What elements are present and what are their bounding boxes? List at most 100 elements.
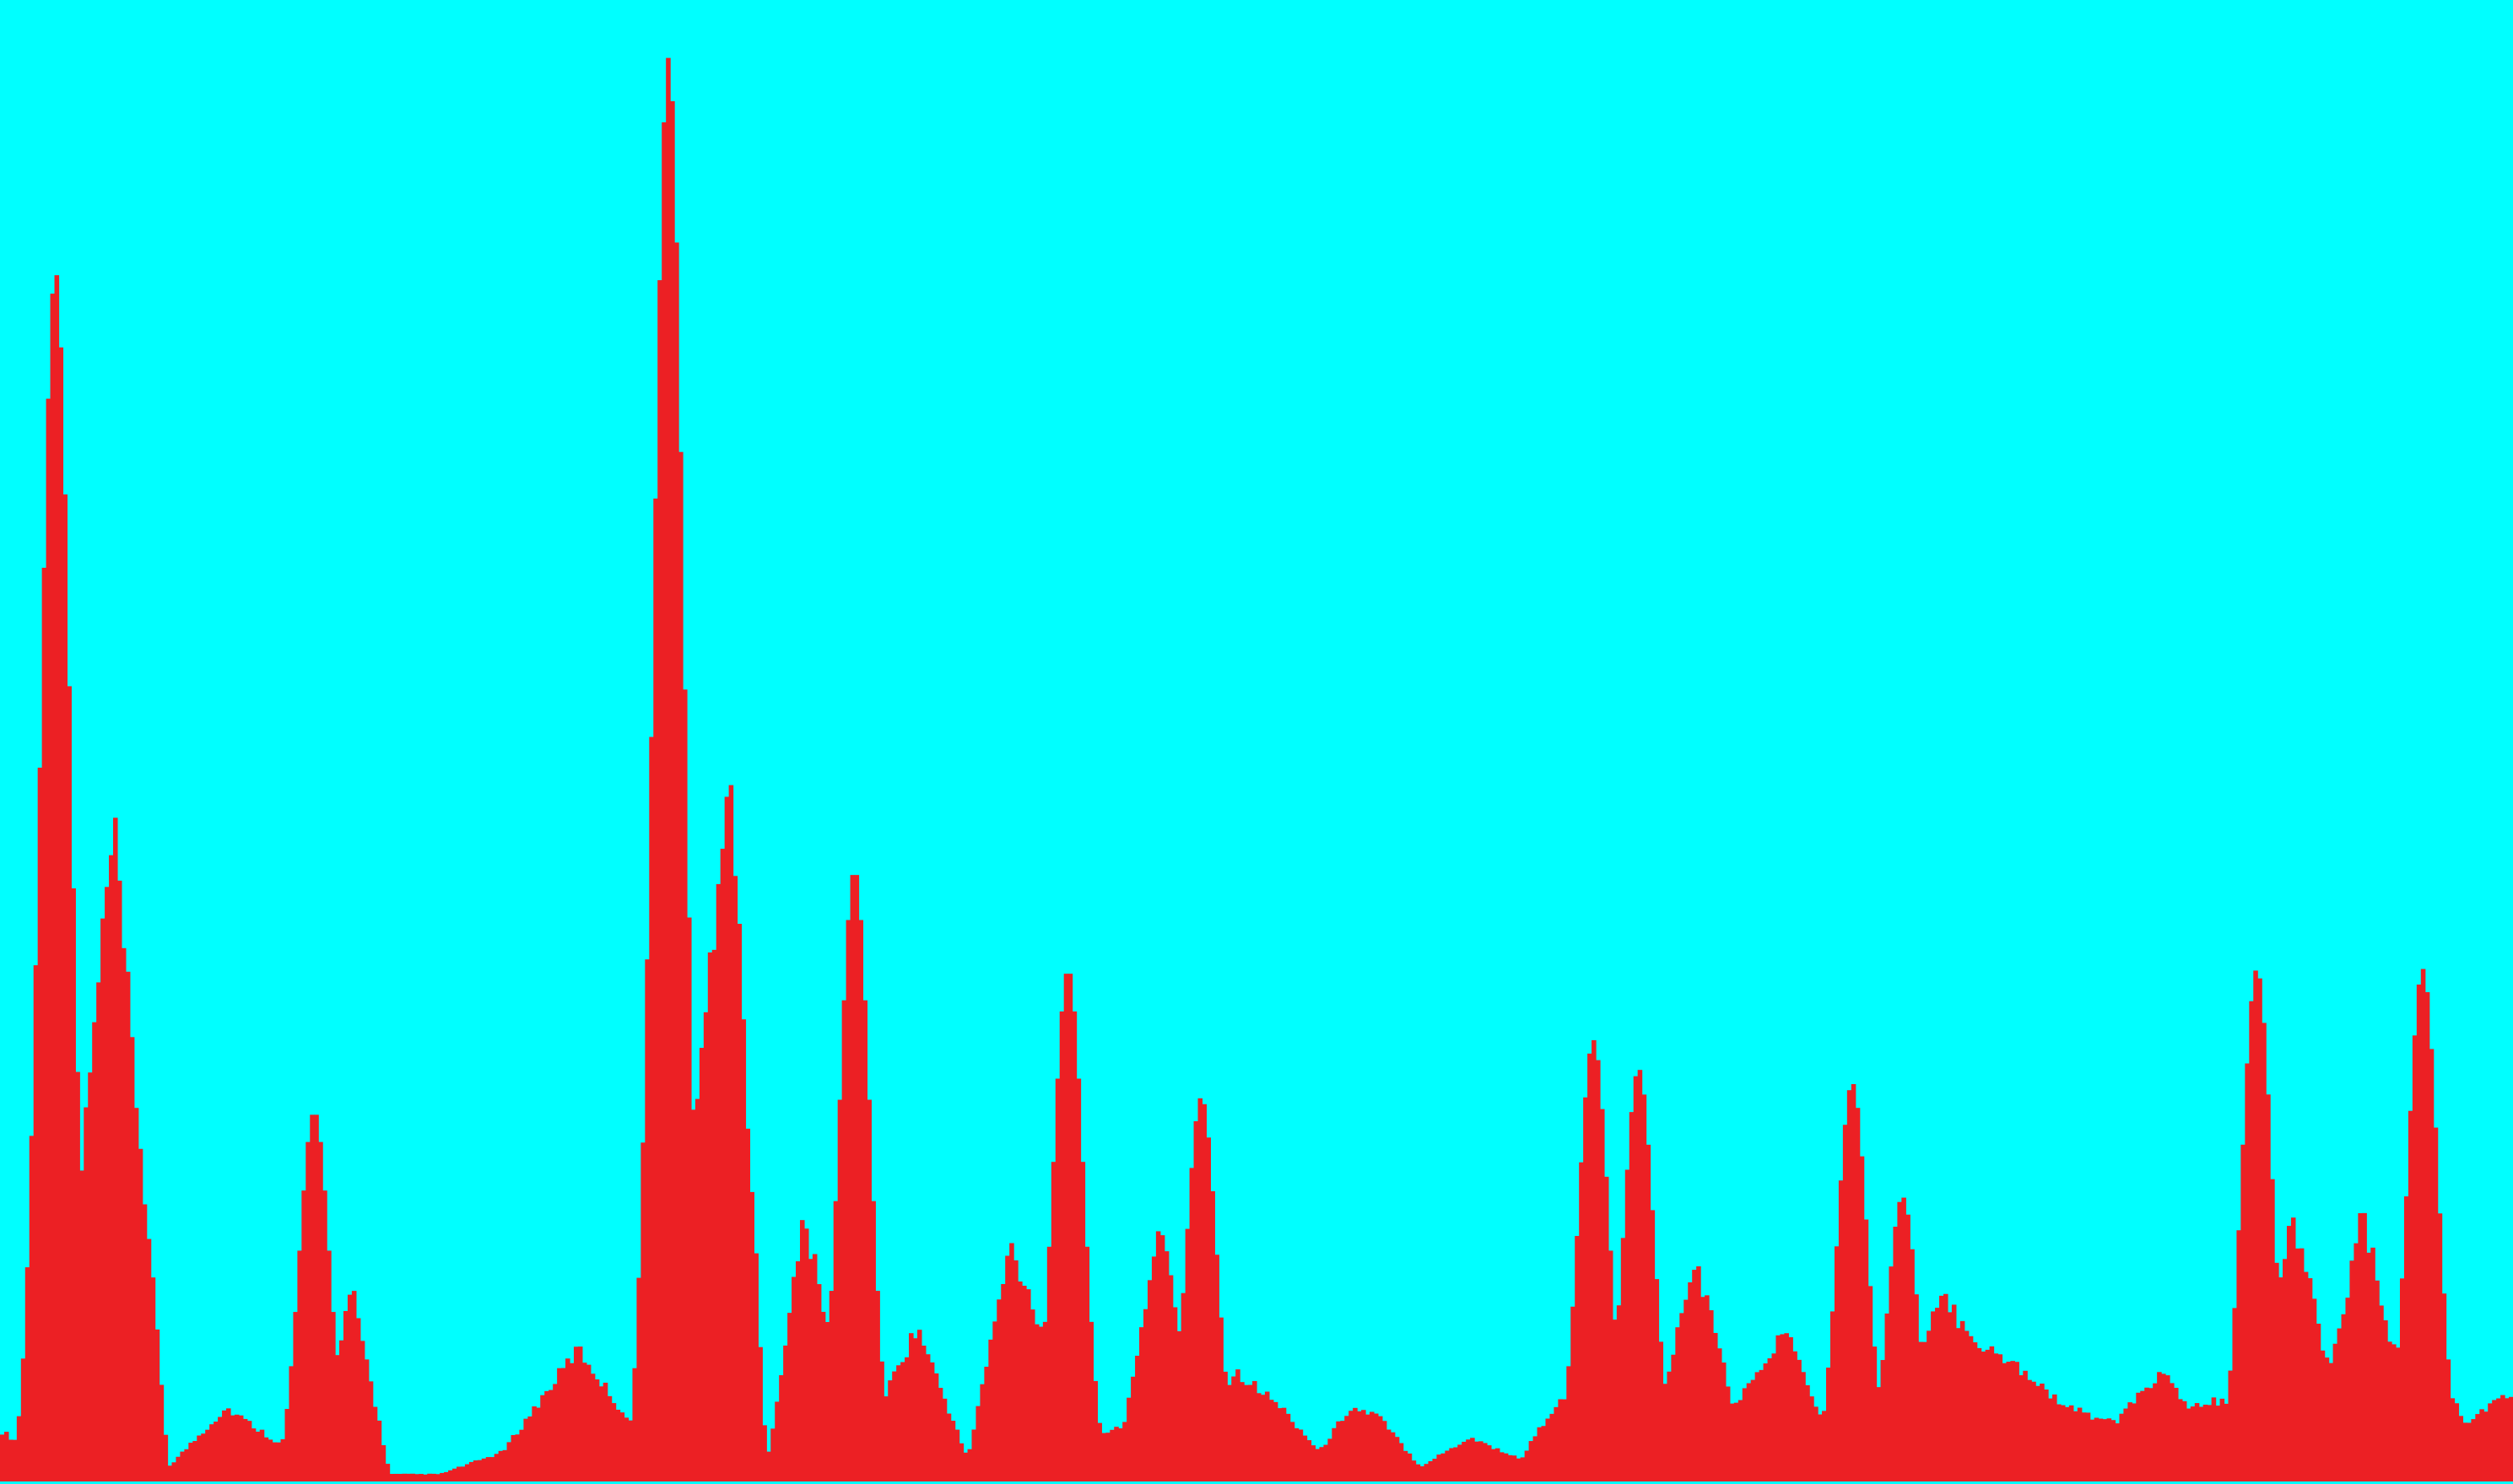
histogram-bar [690, 1109, 696, 1481]
histogram-bar [1809, 1396, 1814, 1481]
histogram-bar [2505, 1398, 2510, 1481]
histogram-bar [905, 1357, 910, 1481]
histogram-bar [372, 1406, 378, 1481]
histogram-bar [1411, 1460, 1417, 1481]
histogram-bar [305, 1141, 311, 1481]
histogram-bar [1005, 1255, 1010, 1481]
histogram-bar [670, 100, 675, 1481]
histogram-bar [1298, 1429, 1304, 1481]
histogram-bar [1281, 1407, 1287, 1481]
histogram-bar [1855, 1108, 1861, 1481]
histogram-bar [1658, 1341, 1664, 1481]
histogram-bar [557, 1368, 562, 1481]
histogram-bar [2035, 1385, 2040, 1481]
histogram-bar [1562, 1399, 1567, 1481]
histogram-bar [636, 1277, 641, 1481]
histogram-bar [2483, 1411, 2489, 1481]
histogram-bar [213, 1422, 219, 1481]
histogram-bar [54, 275, 60, 1481]
histogram-bar [1176, 1330, 1182, 1481]
histogram-bar [71, 888, 76, 1481]
histogram-bar [2098, 1418, 2104, 1481]
histogram-bar [2450, 1398, 2456, 1481]
histogram-bar [1398, 1443, 1404, 1481]
histogram-bar [347, 1294, 353, 1481]
histogram-bar [335, 1355, 340, 1481]
histogram-bar [397, 1473, 403, 1481]
histogram-bar [841, 1000, 847, 1481]
histogram-bar [1223, 1371, 1228, 1481]
histogram-bar [1667, 1371, 1672, 1481]
histogram-bar [2290, 1217, 2296, 1481]
histogram-bar [2140, 1390, 2145, 1481]
histogram-bar [2048, 1398, 2053, 1481]
histogram-bar [1516, 1458, 1521, 1481]
histogram-bar [2462, 1422, 2467, 1481]
histogram-bar [1801, 1372, 1806, 1481]
histogram-bar [1705, 1295, 1710, 1481]
histogram-bar [414, 1474, 419, 1481]
histogram-bar [1859, 1156, 1865, 1481]
histogram-bar [1867, 1286, 1873, 1481]
histogram-bar [167, 1465, 173, 1481]
histogram-bar [984, 1366, 989, 1481]
histogram-bar [590, 1373, 596, 1481]
histogram-bar [2236, 1230, 2241, 1481]
histogram-bar [1767, 1358, 1773, 1481]
histogram-bar [1700, 1297, 1705, 1481]
histogram-bar [1834, 1246, 1840, 1481]
histogram-bar [1214, 1255, 1219, 1481]
histogram-bar [850, 875, 856, 1481]
histogram-bar [1893, 1227, 1898, 1481]
histogram-bar [783, 1345, 788, 1481]
histogram-bar [2161, 1373, 2166, 1481]
histogram-bar [1620, 1238, 1626, 1481]
histogram-bar [79, 1170, 84, 1481]
histogram-bar [1072, 1011, 1078, 1481]
histogram-bar [494, 1454, 500, 1481]
histogram-bar [2441, 1293, 2447, 1481]
histogram-bar [2303, 1271, 2309, 1481]
histogram-bar [1172, 1307, 1178, 1481]
histogram-bar [808, 1259, 813, 1481]
histogram-bar [2399, 1278, 2405, 1481]
histogram-bar [423, 1474, 428, 1481]
histogram-bar [1583, 1097, 1588, 1481]
histogram-bar [402, 1473, 408, 1481]
histogram-bar [1457, 1444, 1462, 1481]
histogram-bar [12, 1439, 18, 1481]
histogram-bar [812, 1254, 818, 1481]
histogram-bar [2286, 1226, 2292, 1481]
histogram-bar [925, 1354, 931, 1481]
histogram-bar [457, 1466, 462, 1481]
histogram-bar [1725, 1386, 1731, 1481]
histogram-bar [3, 1432, 9, 1481]
histogram-bar [2044, 1390, 2049, 1481]
histogram-bar [527, 1416, 532, 1481]
histogram-bar [41, 567, 47, 1482]
histogram-bar [1042, 1321, 1048, 1481]
histogram-bar [1863, 1219, 1869, 1481]
histogram-bar [1993, 1353, 1999, 1481]
histogram-bar [1118, 1427, 1123, 1481]
histogram-bar [2186, 1408, 2191, 1481]
histogram-bar [1026, 1289, 1031, 1481]
histogram-bar [1348, 1411, 1354, 1481]
histogram-bar [1306, 1440, 1312, 1481]
histogram-bar [2341, 1314, 2347, 1481]
histogram-bar [728, 785, 734, 1481]
histogram-bar [2257, 978, 2262, 1481]
histogram-bar [1302, 1435, 1308, 1481]
histogram-bar [1951, 1304, 1957, 1481]
histogram-bar [2190, 1406, 2196, 1481]
histogram-bar [1470, 1438, 1475, 1481]
histogram-bar [1872, 1346, 1878, 1481]
histogram-bar [1637, 1070, 1643, 1481]
histogram-bar [2006, 1362, 2011, 1481]
histogram-bar [460, 1466, 466, 1481]
histogram-bar [230, 1415, 235, 1481]
histogram-bar [393, 1473, 399, 1481]
histogram-bar [2424, 992, 2430, 1481]
histogram-bar [649, 737, 654, 1481]
histogram-bar [1771, 1353, 1777, 1481]
